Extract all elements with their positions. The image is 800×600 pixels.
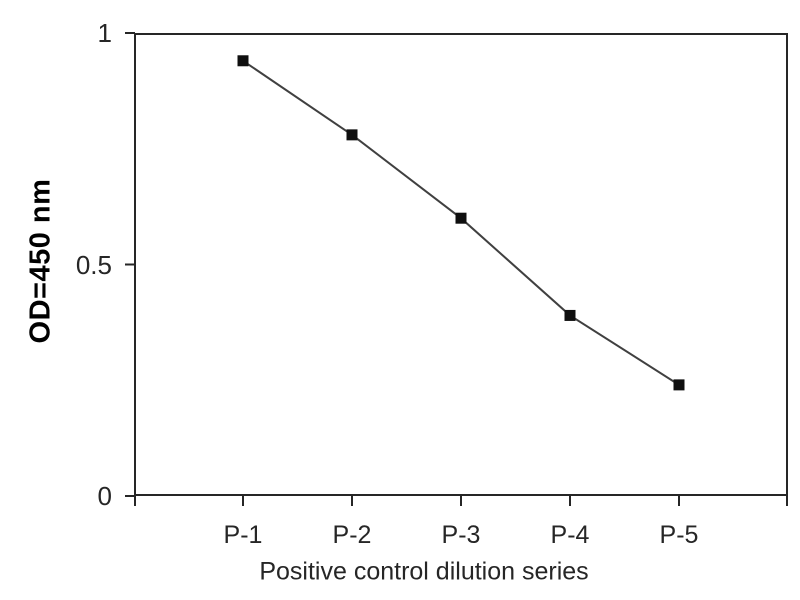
x-axis-title: Positive control dilution series	[259, 557, 589, 586]
x-tick-label: P-4	[550, 521, 590, 549]
x-tick-label: P-5	[659, 521, 699, 549]
x-tick-label: P-1	[223, 521, 263, 549]
y-tick-label: 0	[97, 481, 112, 511]
plot-area	[134, 33, 788, 496]
x-tick-label: P-3	[441, 521, 481, 549]
x-tick-label: P-2	[332, 521, 372, 549]
y-tick-label: 0.5	[75, 249, 112, 280]
y-tick-label: 1	[97, 18, 112, 48]
